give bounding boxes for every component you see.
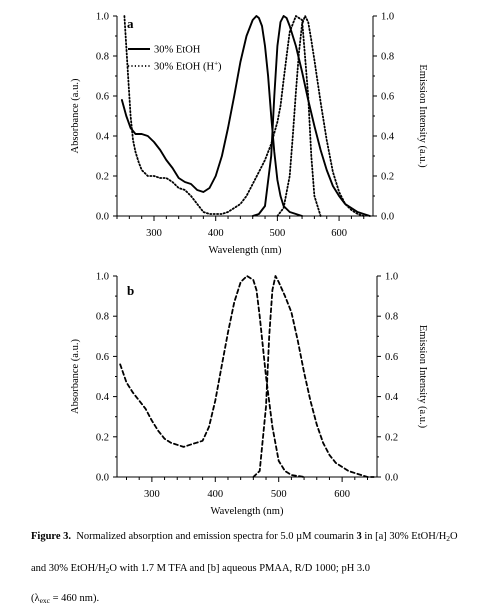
y-tick-label-left: 0.4 [96, 132, 110, 143]
y-tick-label-right: 0.0 [385, 473, 398, 484]
y-tick-label-left: 0.8 [96, 312, 109, 323]
y-tick-label-left: 0.8 [96, 52, 109, 63]
x-axis-title: Wavelength (nm) [211, 506, 284, 517]
x-tick-label: 300 [146, 228, 162, 239]
caption-sub-3: exc [39, 596, 51, 605]
panel-a-chart: 0.0 0.0 0.2 0.2 0.4 0.4 0.6 0.6 0.8 0.8 1.0 1.0 300 4… [70, 12, 428, 257]
legend-label-dotted: 30% EtOH (H+) [154, 60, 222, 73]
x-tick-label: 300 [144, 489, 160, 500]
x-tick-label: 600 [334, 489, 350, 500]
series-emission-dashed [252, 275, 375, 478]
y-tick-label-left: 0.2 [96, 432, 109, 443]
y-tick-label-right: 1.0 [385, 272, 398, 283]
y-tick-label-right: 0.0 [381, 212, 394, 223]
caption-line-3: (λexc = 460 nm). [31, 592, 493, 607]
y-tick-label-left: 0.2 [96, 172, 109, 183]
caption-text-3a: (λ [31, 593, 40, 604]
y-tick-label-right: 1.0 [381, 12, 394, 23]
y-tick-label-left: 1.0 [96, 12, 109, 23]
series-emission-dotted [276, 15, 365, 217]
caption-compound: 3 [356, 531, 362, 542]
caption-text-3b: = 460 nm). [50, 593, 100, 604]
x-tick-label: 500 [270, 228, 286, 239]
y-tick-label-right: 0.4 [381, 132, 395, 143]
caption-sub-2: 2 [105, 566, 110, 575]
series-absorption-dashed [119, 275, 306, 478]
x-tick-label: 400 [208, 228, 224, 239]
y-tick-label-left: 0.0 [96, 473, 109, 484]
x-axis-title: Wavelength (nm) [209, 245, 282, 256]
y-tick-label-right: 0.8 [381, 52, 394, 63]
y-tick-label-left: 0.4 [96, 392, 110, 403]
y-tick-label-right: 0.4 [385, 392, 399, 403]
y-tick-label-left: 0.0 [96, 212, 109, 223]
y-tick-label-left: 1.0 [96, 272, 109, 283]
x-tick-label: 500 [271, 489, 287, 500]
y-axis-title-left: Absorbance (a.u.) [70, 78, 81, 153]
y-axis-title-right: Emission Intensity (a.u.) [417, 325, 428, 429]
x-tick-label: 600 [331, 228, 347, 239]
caption-text-2b: O with 1.7 M TFA and [b] aqueous PMAA, R… [109, 563, 371, 574]
caption-figure-label: Figure 3. [31, 531, 72, 542]
y-tick-label-right: 0.8 [385, 312, 398, 323]
x-tick-label: 400 [207, 489, 223, 500]
series-absorption-solid [120, 15, 304, 217]
series-absorption-dotted [123, 15, 322, 217]
figure: 0.0 0.0 0.2 0.2 0.4 0.4 0.6 0.6 0.8 0.8 1.0 1.0 300 4… [70, 12, 428, 518]
caption-text-2a: and 30% EtOH/H [31, 563, 106, 574]
caption-text-1: Normalized absorption and emission spect… [76, 531, 357, 542]
panel-label: b [127, 283, 134, 298]
caption-line-2: and 30% EtOH/H2O with 1.7 M TFA and [b] … [31, 562, 493, 577]
caption-text-1b: in [a] 30% EtOH/H [361, 531, 447, 542]
panel-label: a [127, 16, 134, 31]
y-tick-label-right: 0.2 [381, 172, 394, 183]
legend-label-solid: 30% EtOH [154, 45, 201, 56]
y-axis-title-right: Emission Intensity (a.u.) [417, 64, 428, 168]
caption-line-1: Figure 3. Normalized absorption and emis… [31, 530, 493, 545]
y-tick-label-left: 0.6 [96, 352, 109, 363]
y-tick-label-right: 0.6 [385, 352, 398, 363]
y-axis-title-left: Absorbance (a.u.) [70, 339, 81, 414]
panel-b-chart: 0.0 0.0 0.2 0.2 0.4 0.4 0.6 0.6 0.8 0.8 1.0 1.0 300 4… [70, 272, 428, 518]
y-tick-label-left: 0.6 [96, 92, 109, 103]
y-tick-label-right: 0.6 [381, 92, 394, 103]
caption-text-1c: O [450, 531, 458, 542]
y-tick-label-right: 0.2 [385, 432, 398, 443]
caption-sub-1: 2 [446, 534, 451, 543]
